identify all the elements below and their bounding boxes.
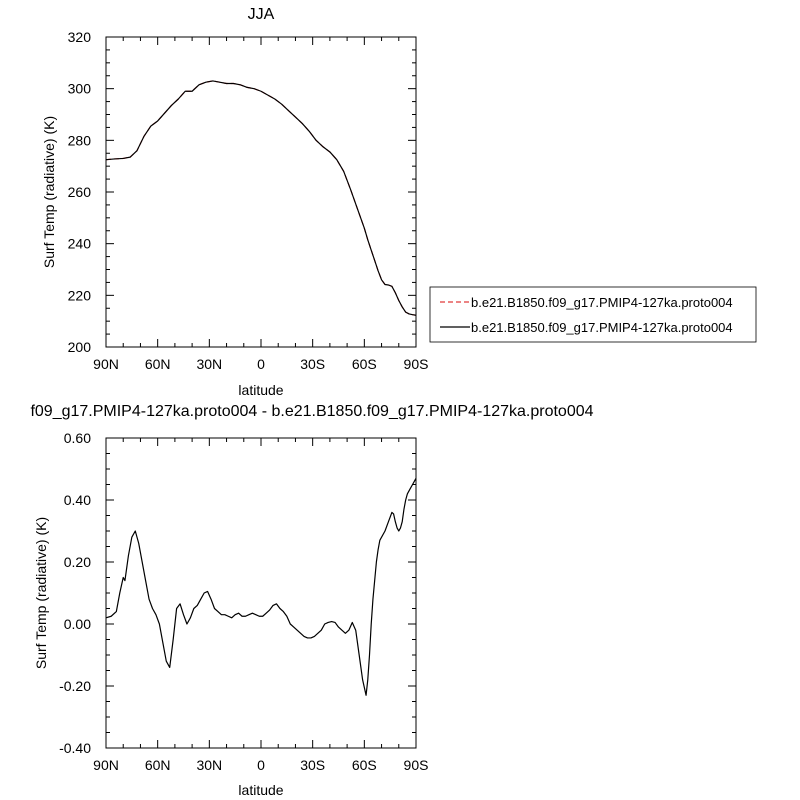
top-x-ticks: 90N 60N 30N 0 30S 60S 90S — [93, 37, 428, 372]
top-x-axis-title: latitude — [238, 382, 283, 398]
p2-y-tick-label: 0.00 — [64, 616, 91, 632]
bottom-plot-frame — [105, 437, 417, 749]
p2-y-tick-label: 0.20 — [64, 554, 91, 570]
p1-series-line-1 — [105, 80, 417, 316]
p1-y-tick-label: 240 — [68, 236, 92, 252]
bottom-y-axis-title: Surf Temp (radiative) (K) — [33, 517, 49, 669]
p2-y-tick-label: 0.40 — [64, 492, 91, 508]
bottom-panel: f09_g17.PMIP4-127ka.proto004 - b.e21.B18… — [30, 403, 593, 798]
p2-x-tick-label: 30S — [300, 757, 325, 773]
p2-y-tick-label: 0.60 — [64, 430, 91, 446]
p2-x-tick-label: 60S — [352, 757, 377, 773]
top-chart-title: JJA — [248, 6, 275, 23]
p2-y-tick-label: -0.40 — [59, 740, 91, 756]
p1-y-tick-label: 320 — [68, 29, 92, 45]
p2-y-tick-label: -0.20 — [59, 678, 91, 694]
p1-y-tick-label: 260 — [68, 184, 92, 200]
top-series-layer — [105, 80, 417, 316]
p1-x-tick-label: 90S — [404, 356, 429, 372]
p1-x-tick-label: 90N — [93, 356, 119, 372]
bottom-series-layer — [105, 478, 417, 696]
bottom-chart-title: f09_g17.PMIP4-127ka.proto004 - b.e21.B18… — [30, 403, 593, 420]
p2-x-tick-label: 60N — [145, 757, 171, 773]
bottom-x-ticks: 90N 60N 30N 0 30S 60S 90S — [93, 438, 428, 773]
p1-x-tick-label: 30S — [300, 356, 325, 372]
top-y-ticks: 200 220 240 260 280 300 320 — [68, 29, 416, 355]
bottom-x-axis-title: latitude — [238, 782, 283, 798]
bottom-y-ticks: -0.40 -0.20 0.00 0.20 0.40 0.60 — [59, 430, 416, 756]
legend-label-solid: b.e21.B1850.f09_g17.PMIP4-127ka.proto004 — [471, 320, 733, 335]
p2-x-tick-label: 0 — [257, 757, 265, 773]
p1-x-tick-label: 60S — [352, 356, 377, 372]
p2-series-line-0 — [105, 478, 417, 696]
p2-x-tick-label: 90N — [93, 757, 119, 773]
legend-label-dashed: b.e21.B1850.f09_g17.PMIP4-127ka.proto004 — [471, 295, 733, 310]
legend-box — [429, 286, 757, 343]
top-y-axis-title: Surf Temp (radiative) (K) — [41, 116, 57, 268]
p2-x-tick-label: 30N — [196, 757, 222, 773]
p2-x-tick-label: 90S — [404, 757, 429, 773]
top-plot-frame — [105, 36, 417, 348]
p1-y-tick-label: 300 — [68, 81, 92, 97]
legend: b.e21.B1850.f09_g17.PMIP4-127ka.proto004… — [429, 286, 757, 343]
p1-y-tick-label: 220 — [68, 287, 92, 303]
p1-y-tick-label: 280 — [68, 132, 92, 148]
p1-y-tick-label: 200 — [68, 339, 92, 355]
p1-x-tick-label: 30N — [196, 356, 222, 372]
p1-x-tick-label: 0 — [257, 356, 265, 372]
p1-x-tick-label: 60N — [145, 356, 171, 372]
p1-series-line-0 — [105, 80, 417, 316]
top-panel: JJA 90N 60N 30N 0 30S 60S 90S 200 220 240 260 280 3… — [41, 6, 428, 398]
